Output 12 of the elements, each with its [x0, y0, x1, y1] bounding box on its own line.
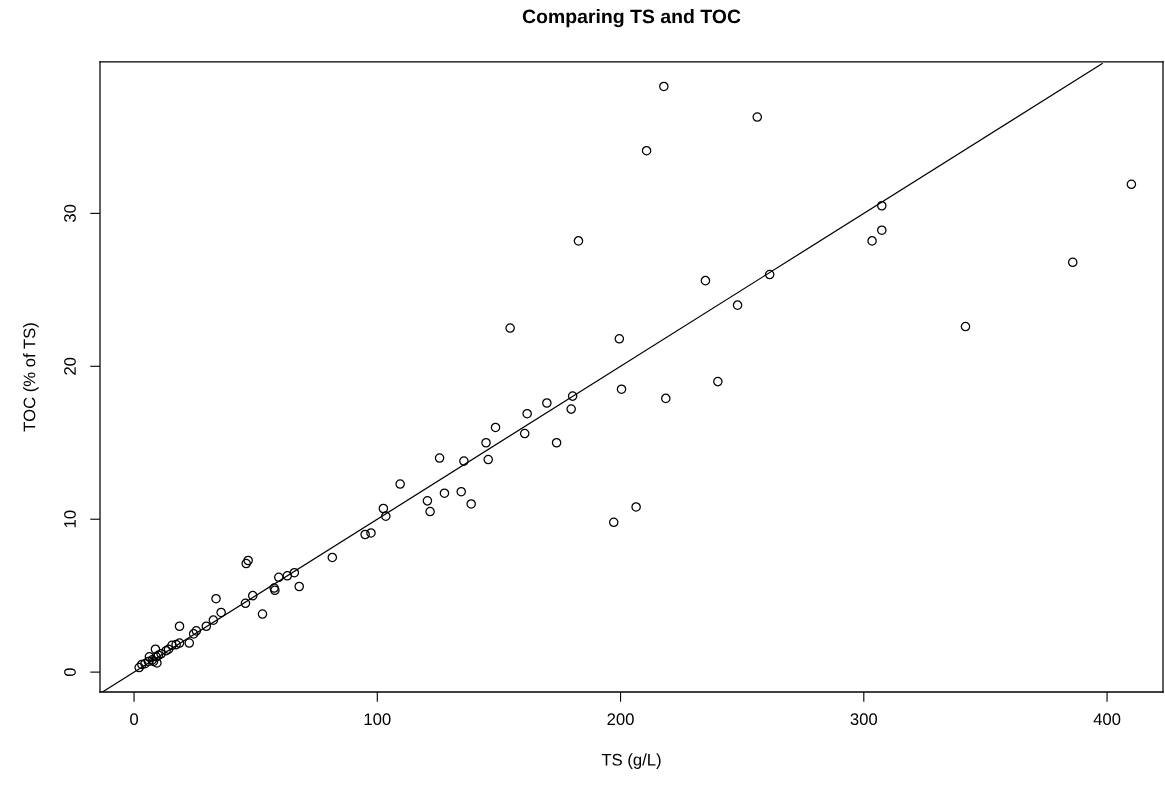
x-axis-title: TS (g/L)	[601, 753, 661, 769]
y-tick-label: 30	[64, 204, 76, 223]
chart-title: Comparing TS and TOC	[522, 9, 741, 28]
x-tick-label: 400	[1093, 713, 1121, 726]
x-tick-label: 300	[850, 713, 878, 726]
y-axis-title: TOC (% of TS)	[23, 323, 39, 432]
x-tick-label: 0	[130, 713, 139, 726]
x-tick-label: 100	[364, 713, 391, 726]
y-tick-label: 20	[64, 357, 76, 375]
x-tick-label: 200	[607, 713, 634, 726]
y-tick-label: 0	[64, 668, 76, 677]
y-tick-label: 10	[64, 510, 76, 528]
